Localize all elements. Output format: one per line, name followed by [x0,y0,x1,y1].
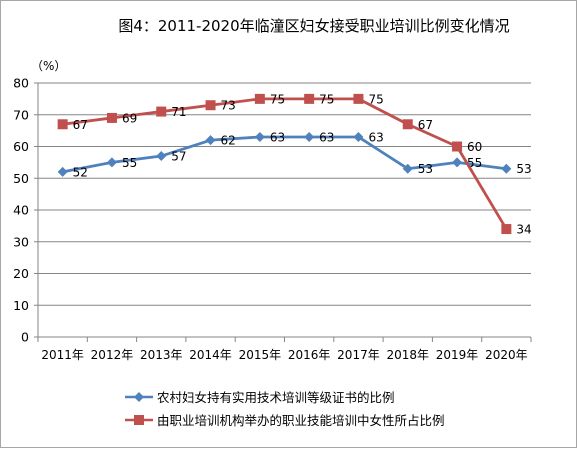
axes [34,82,532,342]
legend-label-red: 由职业培训机构举办的职业技能培训中女性所占比例 [157,413,445,428]
series-line [62,135,507,174]
data-point-square [452,141,463,152]
data-label: 63 [368,130,383,144]
x-tick-label: 2019年 [436,348,479,362]
data-label: 71 [171,105,186,119]
series-red: 67 69 71 73 75 75 75 67 60 34 [57,92,532,237]
data-point-diamond [353,131,364,142]
data-label: 75 [319,92,334,106]
data-label: 75 [270,92,285,106]
series-blue: 52 55 57 62 63 63 63 53 55 53 [57,130,532,179]
x-tick-label: 2011年 [41,348,84,362]
data-point-square [501,224,512,235]
x-tick-label: 2016年 [288,348,331,362]
y-tick-label: 20 [13,266,29,281]
y-tick-label: 70 [13,107,29,122]
data-label: 69 [122,111,137,125]
data-point-diamond [254,131,265,142]
x-tick-label: 2012年 [91,348,134,362]
data-label: 53 [516,162,531,176]
data-label: 73 [221,99,236,113]
y-tick-label: 10 [13,298,29,313]
data-point-square [205,100,216,111]
x-tick-label: 2018年 [386,348,429,362]
legend: 农村妇女持有实用技术培训等级证书的比例 由职业培训机构举办的职业技能培训中女性所… [125,390,445,428]
data-label: 67 [418,118,433,132]
y-tick-labels: 0 10 20 30 40 50 60 70 80 [13,76,29,345]
data-point-diamond [402,163,413,174]
data-label: 63 [270,130,285,144]
data-point-square [106,112,117,123]
data-label: 62 [221,134,236,148]
y-unit-label: （%） [31,59,66,73]
data-point-square [353,93,364,104]
data-point-diamond [304,131,315,142]
data-label: 60 [467,140,482,154]
data-point-diamond [205,135,216,146]
legend-item-blue: 农村妇女持有实用技术培训等级证书的比例 [125,390,395,405]
data-point-diamond [501,163,512,174]
data-label: 55 [467,156,482,170]
data-point-square [57,119,68,130]
y-tick-label: 60 [13,139,29,154]
data-label: 75 [368,92,383,106]
data-label: 67 [73,118,88,132]
data-point-square [304,93,315,104]
data-label: 63 [319,130,334,144]
legend-item-red: 由职业培训机构举办的职业技能培训中女性所占比例 [125,413,445,428]
data-label: 57 [171,150,186,164]
x-tick-labels: 2011年 2012年 2013年 2014年 2015年 2016年 2017年 2018年… [41,348,527,362]
data-point-square [254,93,265,104]
data-point-diamond [57,166,68,177]
y-tick-label: 30 [13,234,29,249]
x-tick-label: 2017年 [337,348,380,362]
x-tick-label: 2014年 [189,348,232,362]
x-tick-label: 2015年 [239,348,282,362]
gridlines [38,82,531,306]
series-line [62,97,508,230]
data-point-square [156,106,167,117]
data-label: 55 [122,156,137,170]
legend-label-blue: 农村妇女持有实用技术培训等级证书的比例 [157,390,395,405]
data-point-diamond [156,151,167,162]
data-point-square [402,119,413,130]
data-label: 53 [418,162,433,176]
legend-diamond-marker [134,392,144,402]
chart-title: 图4：2011-2020年临潼区妇女接受职业培训比例变化情况 [118,17,509,35]
data-point-diamond [452,157,463,168]
data-point-diamond [106,157,117,168]
y-tick-label: 40 [13,203,29,218]
data-label: 34 [516,223,531,237]
x-tick-label: 2013年 [140,348,183,362]
y-tick-label: 0 [21,330,29,345]
data-label: 52 [73,165,88,179]
y-tick-label: 80 [13,76,29,91]
y-tick-label: 50 [13,171,29,186]
x-tick-label: 2020年 [485,348,528,362]
series-group: 52 55 57 62 63 63 63 53 55 53 67 69 71 73 75 75 75 67 60 34 [57,92,532,237]
legend-square-marker [134,415,144,425]
